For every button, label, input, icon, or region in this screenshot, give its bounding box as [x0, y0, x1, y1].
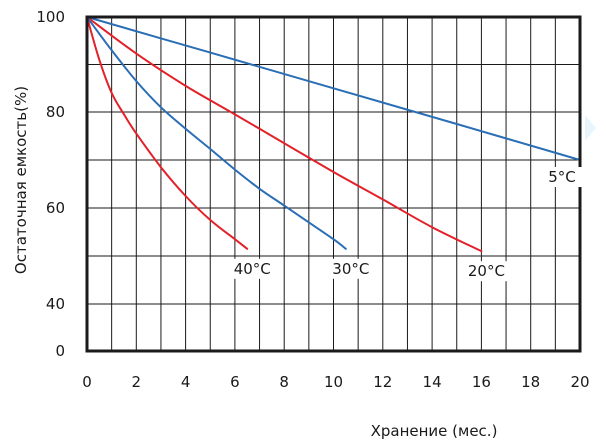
series-line-5c	[86, 16, 581, 161]
series-label: 20°C	[468, 262, 505, 280]
x-tick-label: 0	[82, 373, 92, 391]
series-label-bg	[540, 167, 584, 187]
tick-labels: 0 2 4 6 8 10 12 14 16 18 20 0 40 60 80 100	[36, 8, 589, 391]
series-labels: 5°C 20°C 30°C 40°C	[230, 167, 584, 282]
series-line-40c	[86, 16, 249, 250]
x-tick-label: 20	[570, 373, 589, 391]
y-tick-label: 80	[46, 103, 65, 121]
y-tick-label: 100	[36, 8, 65, 26]
series-label: 30°C	[332, 260, 369, 278]
series-label: 40°C	[234, 260, 271, 278]
series-line-30c	[86, 16, 347, 250]
series-label-bg	[464, 261, 509, 282]
series-lines	[86, 16, 581, 253]
y-tick-label: 0	[55, 342, 65, 360]
series-line-20c	[86, 16, 483, 253]
x-tick-label: 6	[230, 373, 240, 391]
y-tick-label: 60	[46, 199, 65, 217]
x-axis-title: Хранение (мес.)	[371, 422, 498, 440]
series-label: 5°C	[548, 168, 576, 186]
x-tick-label: 8	[279, 373, 289, 391]
x-tick-label: 2	[132, 373, 142, 391]
x-tick-label: 10	[324, 373, 343, 391]
series-label-bg	[328, 258, 373, 279]
x-tick-label: 4	[181, 373, 191, 391]
x-tick-label: 16	[472, 373, 491, 391]
x-tick-label: 12	[373, 373, 392, 391]
x-tick-label: 14	[423, 373, 442, 391]
y-axis-title: Остаточная емкость(%)	[12, 86, 30, 274]
grid-lines	[87, 17, 580, 351]
x-tick-label: 18	[521, 373, 540, 391]
series-label-bg	[230, 258, 275, 279]
decorative-arrow-shape	[585, 115, 596, 141]
y-tick-label: 40	[46, 295, 65, 313]
